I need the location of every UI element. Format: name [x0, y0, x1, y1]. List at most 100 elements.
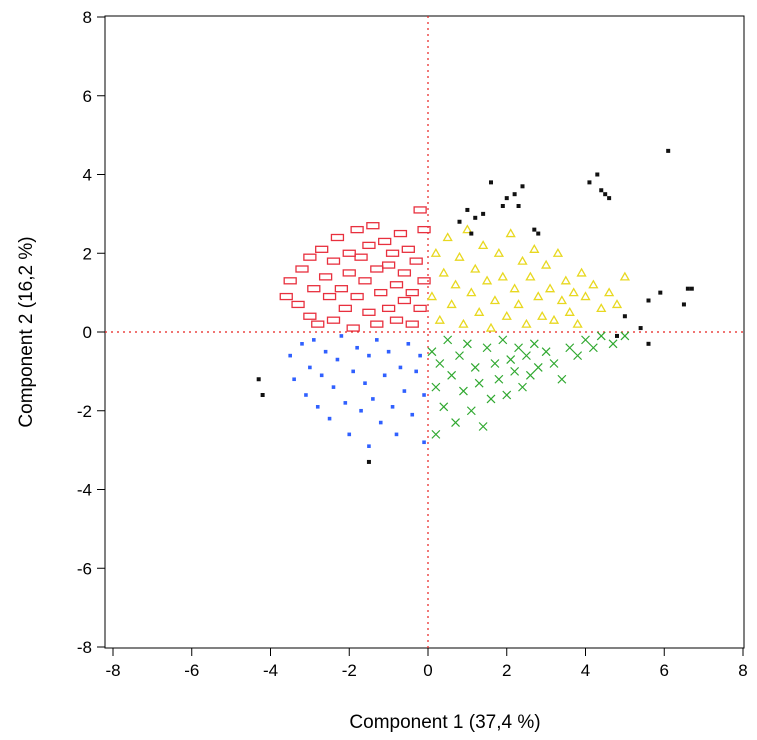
data-point: [381, 261, 396, 269]
data-point: [422, 440, 426, 445]
data-point: [556, 295, 567, 305]
data-point: [504, 196, 509, 201]
data-point: [666, 148, 671, 153]
data-point: [505, 228, 516, 238]
x-tick-label: 0: [423, 661, 432, 680]
data-point: [473, 215, 478, 220]
data-point: [603, 192, 608, 197]
data-point: [581, 335, 590, 345]
data-point: [500, 204, 505, 208]
data-point: [390, 405, 395, 409]
data-point: [439, 402, 449, 412]
data-point: [544, 283, 556, 293]
data-point: [442, 232, 453, 242]
data-point: [572, 318, 583, 328]
data-point: [541, 259, 552, 269]
data-point: [588, 343, 598, 353]
data-point: [389, 316, 404, 324]
data-point: [327, 416, 332, 421]
data-point: [318, 273, 333, 281]
data-point: [596, 303, 607, 313]
data-point: [300, 342, 304, 346]
data-point: [350, 292, 364, 301]
data-point: [481, 211, 486, 216]
y-tick-label: 4: [83, 166, 92, 185]
data-point: [466, 406, 476, 416]
data-point: [315, 405, 320, 409]
data-point: [525, 370, 535, 380]
data-point: [685, 286, 690, 291]
data-point: [486, 394, 496, 404]
data-point: [568, 287, 579, 297]
data-point: [522, 351, 531, 361]
data-point: [537, 310, 548, 320]
data-point: [335, 357, 340, 362]
data-point: [413, 304, 427, 313]
data-point: [588, 279, 599, 289]
data-point: [470, 363, 480, 372]
data-point: [431, 429, 441, 439]
x-tick-label: -8: [105, 661, 120, 680]
data-point: [370, 320, 384, 328]
data-point: [573, 351, 583, 361]
data-point: [490, 359, 500, 368]
data-point: [378, 420, 383, 425]
data-point: [431, 382, 441, 392]
data-point: [422, 393, 426, 397]
data-point: [560, 275, 571, 285]
data-point: [494, 374, 504, 384]
data-point: [529, 244, 540, 253]
data-point: [307, 285, 321, 293]
data-point: [502, 390, 512, 400]
data-point: [330, 233, 345, 242]
data-point: [520, 184, 525, 189]
data-point: [516, 204, 521, 208]
data-point: [533, 363, 543, 372]
data-point: [359, 408, 363, 413]
data-point: [343, 401, 348, 405]
data-point: [615, 333, 619, 338]
data-point: [304, 393, 308, 397]
data-point: [438, 267, 449, 277]
data-point: [354, 253, 368, 261]
data-point: [485, 322, 497, 332]
data-point: [470, 263, 481, 273]
data-point: [434, 314, 445, 324]
data-point: [454, 251, 465, 261]
data-point: [326, 257, 341, 265]
data-point: [339, 334, 344, 338]
data-point: [375, 338, 379, 342]
data-point: [489, 295, 501, 305]
data-point: [501, 310, 512, 320]
data-point: [405, 320, 419, 328]
data-point: [509, 283, 520, 293]
data-point: [381, 304, 396, 313]
x-tick-label: -6: [184, 661, 199, 680]
data-point: [315, 245, 329, 253]
data-point: [386, 349, 391, 354]
data-point: [355, 345, 359, 350]
data-point: [288, 353, 292, 358]
data-point: [620, 331, 630, 341]
data-point: [552, 247, 564, 257]
y-tick-label: 0: [83, 323, 92, 342]
data-point: [513, 299, 524, 309]
data-point: [366, 459, 371, 464]
data-point: [580, 291, 591, 301]
x-tick-label: -2: [342, 661, 357, 680]
data-point: [350, 225, 364, 234]
data-point: [619, 271, 630, 281]
data-point: [410, 412, 415, 417]
data-point: [303, 312, 317, 320]
data-point: [457, 219, 462, 224]
data-point: [358, 277, 372, 285]
data-point: [455, 351, 464, 361]
data-point: [478, 240, 489, 250]
data-point: [689, 286, 694, 291]
data-point: [443, 335, 453, 345]
data-point: [409, 257, 423, 265]
data-point: [417, 277, 431, 285]
data-point: [283, 277, 297, 285]
data-point: [638, 326, 643, 331]
data-point: [465, 207, 470, 212]
